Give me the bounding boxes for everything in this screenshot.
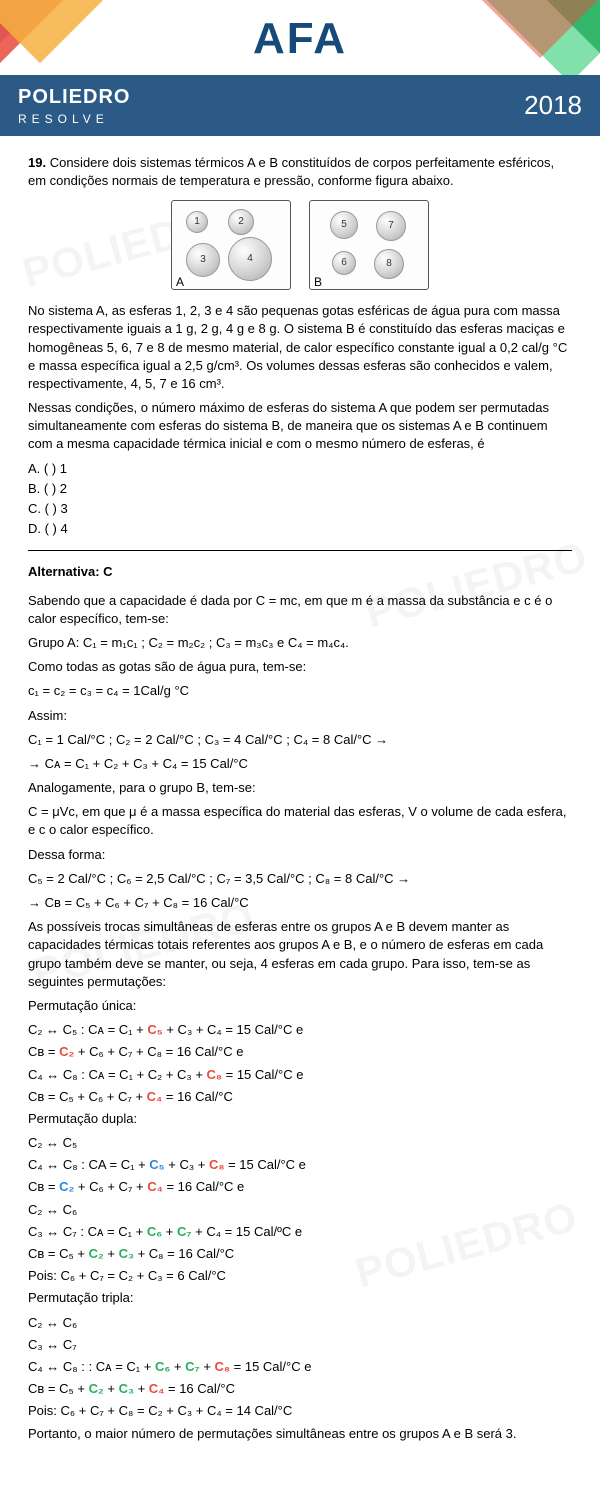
question-body1: No sistema A, as esferas 1, 2, 3 e 4 são… bbox=[28, 302, 572, 393]
sol-p1: Sabendo que a capacidade é dada por C = … bbox=[28, 592, 572, 628]
sol-p2: Grupo A: C₁ = m₁c₁ ; C₂ = m₂c₂ ; C₃ = m₃… bbox=[28, 634, 572, 652]
sphere-6: 6 bbox=[332, 251, 356, 275]
question-intro: Considere dois sistemas térmicos A e B c… bbox=[28, 155, 554, 188]
perm-line: Pois: C₆ + C₇ + C₈ = C₂ + C₃ + C₄ = 14 C… bbox=[28, 1402, 572, 1420]
system-b-figure: 5 6 7 8 B bbox=[309, 200, 429, 290]
sphere-5: 5 bbox=[330, 211, 358, 239]
separator bbox=[28, 550, 572, 551]
sol-p12: → Cʙ = C₅ + C₆ + C₇ + C₈ = 16 Cal/°C bbox=[28, 894, 572, 912]
sol-p6: C₁ = 1 Cal/°C ; C₂ = 2 Cal/°C ; C₃ = 4 C… bbox=[28, 731, 572, 749]
sphere-3: 3 bbox=[186, 243, 220, 277]
perm-line: Pois: C₆ + C₇ = C₂ + C₃ = 6 Cal/°C bbox=[28, 1267, 572, 1285]
alt-b: B. ( ) 2 bbox=[28, 480, 572, 498]
perm-dupla-title: Permutação dupla: bbox=[28, 1110, 572, 1128]
perm-line: C₂ ↔ C₅ bbox=[28, 1134, 572, 1152]
perm-tripla-title: Permutação tripla: bbox=[28, 1289, 572, 1307]
brand-line2: RESOLVE bbox=[18, 111, 130, 128]
blue-bar: POLIEDRO RESOLVE 2018 bbox=[0, 75, 600, 136]
perm-line: C₃ ↔ C₇ bbox=[28, 1336, 572, 1354]
year: 2018 bbox=[524, 87, 582, 123]
figure-wrap: 1 2 3 4 A 5 6 7 8 B bbox=[28, 200, 572, 290]
perm-line: C₃ ↔ C₇ : Cᴀ = C₁ + C₆ + C₇ + C₄ = 15 Ca… bbox=[28, 1223, 572, 1241]
perm-line: C₄ ↔ C₈ : : Cᴀ = C₁ + C₆ + C₇ + C₈ = 15 … bbox=[28, 1358, 572, 1376]
exam-title: AFA bbox=[0, 8, 600, 70]
question-number: 19. bbox=[28, 155, 46, 170]
perm-line: Cʙ = C₅ + C₆ + C₇ + C₄ = 16 Cal/°C bbox=[28, 1088, 572, 1106]
alt-c: C. ( ) 3 bbox=[28, 500, 572, 518]
brand: POLIEDRO RESOLVE bbox=[18, 83, 130, 128]
sol-p10: Dessa forma: bbox=[28, 846, 572, 864]
perm-line: Cʙ = C₅ + C₂ + C₃ + C₈ = 16 Cal/°C bbox=[28, 1245, 572, 1263]
perm-line: Cʙ = C₂ + C₆ + C₇ + C₈ = 16 Cal/°C e bbox=[28, 1043, 572, 1061]
alt-a: A. ( ) 1 bbox=[28, 460, 572, 478]
brand-line1: POLIEDRO bbox=[18, 83, 130, 111]
perm-line: C₄ ↔ C₈ : Cᴀ = C₁ + C₂ + C₃ + C₈ = 15 Ca… bbox=[28, 1066, 572, 1084]
sphere-4: 4 bbox=[228, 237, 272, 281]
perm-line: C₂ ↔ C₅ : Cᴀ = C₁ + C₅ + C₃ + C₄ = 15 Ca… bbox=[28, 1021, 572, 1039]
sol-p11: C₅ = 2 Cal/°C ; C₆ = 2,5 Cal/°C ; C₇ = 3… bbox=[28, 870, 572, 888]
sphere-8: 8 bbox=[374, 249, 404, 279]
perm-line: Cʙ = C₂ + C₆ + C₇ + C₄ = 16 Cal/°C e bbox=[28, 1178, 572, 1196]
sol-p3: Como todas as gotas são de água pura, te… bbox=[28, 658, 572, 676]
solution: Sabendo que a capacidade é dada por C = … bbox=[28, 592, 572, 1443]
sphere-1: 1 bbox=[186, 211, 208, 233]
system-a-label: A bbox=[176, 274, 184, 291]
page-body: POLIEDRO POLIEDRO POLIEDRO POLIEDRO 19. … bbox=[0, 136, 600, 1479]
sphere-7: 7 bbox=[376, 211, 406, 241]
perm-line: C₄ ↔ C₈ : CA = C₁ + C₅ + C₃ + C₈ = 15 Ca… bbox=[28, 1156, 572, 1174]
sol-p7: → Cᴀ = C₁ + C₂ + C₃ + C₄ = 15 Cal/°C bbox=[28, 755, 572, 773]
answer-label: Alternativa: C bbox=[28, 563, 572, 581]
alternatives: A. ( ) 1 B. ( ) 2 C. ( ) 3 D. ( ) 4 bbox=[28, 460, 572, 539]
sphere-2: 2 bbox=[228, 209, 254, 235]
sol-p9: C = μVc, em que μ é a massa específica d… bbox=[28, 803, 572, 839]
perm-line: C₂ ↔ C₆ bbox=[28, 1314, 572, 1332]
perm-unica-title: Permutação única: bbox=[28, 997, 572, 1015]
perm-line: C₂ ↔ C₆ bbox=[28, 1201, 572, 1219]
perm-line: Cʙ = C₅ + C₂ + C₃ + C₄ = 16 Cal/°C bbox=[28, 1380, 572, 1398]
question-block: 19. Considere dois sistemas térmicos A e… bbox=[28, 154, 572, 539]
sol-p5: Assim: bbox=[28, 707, 572, 725]
sol-p8: Analogamente, para o grupo B, tem-se: bbox=[28, 779, 572, 797]
header-strip: AFA bbox=[0, 0, 600, 75]
sol-final: Portanto, o maior número de permutações … bbox=[28, 1425, 572, 1443]
alt-d: D. ( ) 4 bbox=[28, 520, 572, 538]
question-body2: Nessas condições, o número máximo de esf… bbox=[28, 399, 572, 454]
sol-p4: c₁ = c₂ = c₃ = c₄ = 1Cal/g °C bbox=[28, 682, 572, 700]
system-a-figure: 1 2 3 4 A bbox=[171, 200, 291, 290]
system-b-label: B bbox=[314, 274, 322, 291]
sol-p13: As possíveis trocas simultâneas de esfer… bbox=[28, 918, 572, 991]
